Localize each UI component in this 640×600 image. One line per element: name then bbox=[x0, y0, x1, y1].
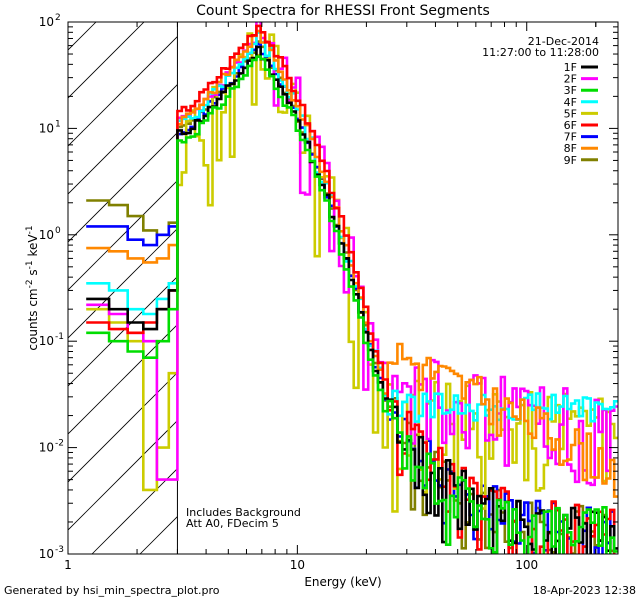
hatch-line bbox=[68, 36, 178, 147]
y-tick-label-exponent: 2 bbox=[55, 13, 61, 23]
y-axis-label: counts cm-2 s-1 keV-1 bbox=[25, 225, 40, 350]
legend-label: 4F bbox=[564, 96, 577, 109]
footer-generated-by: Generated by hsi_min_spectra_plot.pro bbox=[4, 584, 220, 597]
y-tick-label-exponent: 0 bbox=[55, 226, 61, 236]
legend-label: 1F bbox=[564, 61, 577, 74]
series-8F bbox=[86, 29, 618, 498]
legend-label: 2F bbox=[564, 73, 577, 86]
x-tick-label: 1 bbox=[64, 558, 72, 572]
hatch-line bbox=[68, 22, 145, 99]
y-tick-label: 10 bbox=[39, 334, 54, 348]
legend-label: 6F bbox=[564, 119, 577, 132]
x-tick-label: 100 bbox=[515, 558, 538, 572]
series-layer bbox=[86, 22, 618, 554]
axis-ticks bbox=[67, 21, 618, 555]
y-tick-label-exponent: -1 bbox=[55, 332, 64, 342]
y-tick-label: 10 bbox=[39, 547, 54, 561]
y-tick-label-exponent: -3 bbox=[55, 545, 64, 555]
annotation-background: Includes Background bbox=[186, 506, 301, 519]
legend-label: 7F bbox=[564, 131, 577, 144]
hatch-line bbox=[68, 228, 178, 339]
legend-label: 5F bbox=[564, 107, 577, 120]
y-tick-label-exponent: 1 bbox=[55, 119, 61, 129]
chart-title: Count Spectra for RHESSI Front Segments bbox=[196, 3, 490, 19]
hatch-line bbox=[68, 180, 178, 291]
series-3F bbox=[86, 55, 618, 554]
plot-frame bbox=[67, 21, 619, 555]
x-tick-label: 10 bbox=[290, 558, 305, 572]
x-axis-label: Energy (keV) bbox=[304, 575, 381, 589]
y-tick-label: 10 bbox=[39, 441, 54, 455]
legend-date: 21-Dec-2014 bbox=[528, 35, 599, 48]
y-tick-label: 10 bbox=[39, 15, 54, 29]
annotation-attenuator: Att A0, FDecim 5 bbox=[186, 517, 279, 530]
y-tick-label-exponent: -2 bbox=[55, 439, 64, 449]
y-tick-label: 10 bbox=[39, 121, 54, 135]
y-tick-label: 10 bbox=[39, 228, 54, 242]
footer-timestamp: 18-Apr-2023 12:38 bbox=[533, 584, 636, 597]
legend-label: 8F bbox=[564, 142, 577, 155]
series-4F bbox=[86, 31, 618, 423]
legend-label: 3F bbox=[564, 84, 577, 97]
legend-label: 9F bbox=[564, 154, 577, 167]
hatch-line bbox=[68, 372, 178, 483]
series-6F bbox=[86, 24, 616, 554]
legend-time-range: 11:27:00 to 11:28:00 bbox=[482, 46, 599, 59]
